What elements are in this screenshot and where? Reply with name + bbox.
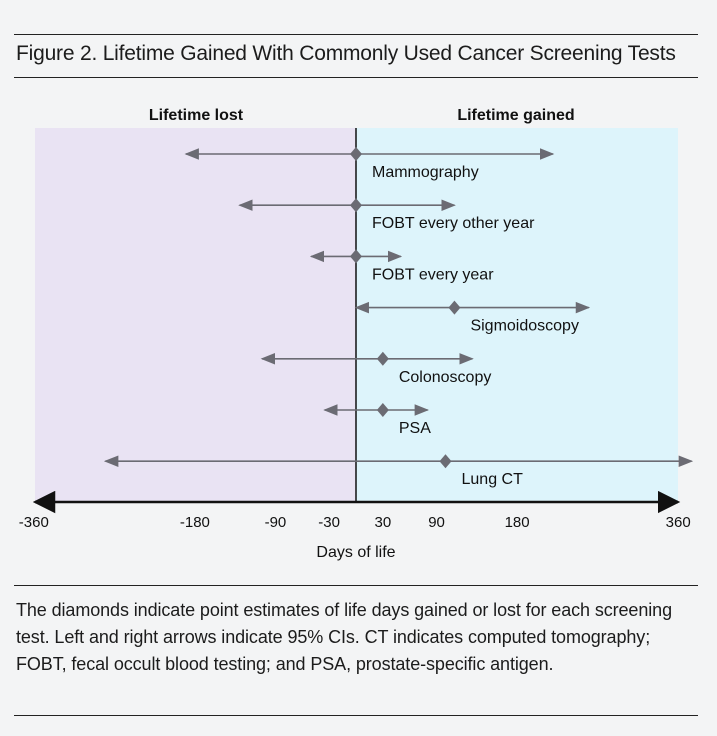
point-estimate-diamond bbox=[376, 351, 389, 366]
x-tick-label: -90 bbox=[265, 514, 287, 531]
point-estimate-diamond bbox=[448, 300, 461, 315]
figure-caption: The diamonds indicate point estimates of… bbox=[16, 600, 672, 674]
x-tick-label: 90 bbox=[428, 514, 445, 531]
point-estimate-diamond bbox=[376, 403, 389, 417]
test-row: FOBT every year bbox=[309, 249, 494, 283]
test-label: Sigmoidoscopy bbox=[470, 318, 579, 335]
test-row: Lung CT bbox=[103, 454, 694, 488]
point-estimate-diamond bbox=[350, 249, 362, 264]
test-label: FOBT every year bbox=[372, 266, 494, 283]
x-tick-label: 360 bbox=[666, 514, 691, 531]
test-row: Colonoscopy bbox=[260, 351, 492, 386]
test-row: FOBT every other year bbox=[238, 198, 535, 232]
test-row: Mammography bbox=[184, 147, 555, 181]
caption-rule bbox=[14, 585, 698, 586]
x-tick-label: -180 bbox=[180, 514, 210, 531]
point-estimate-diamond bbox=[350, 147, 362, 161]
x-tick-label: 180 bbox=[505, 514, 530, 531]
forest-plot: Lifetime lost Lifetime gained Mammograph… bbox=[19, 107, 694, 561]
test-label: Mammography bbox=[372, 164, 479, 181]
x-tick-label: -30 bbox=[318, 514, 340, 531]
test-rows: Mammography FOBT every other year FOBT eve… bbox=[103, 147, 694, 488]
x-axis-ticks: -360 -180 -90 -30 30 90 180 360 bbox=[19, 514, 691, 531]
test-label: Lung CT bbox=[462, 471, 524, 488]
test-row: PSA bbox=[323, 403, 431, 437]
test-label: PSA bbox=[399, 420, 431, 437]
lifetime-lost-label: Lifetime lost bbox=[149, 107, 244, 124]
figure-title: Figure 2. Lifetime Gained With Commonly … bbox=[16, 42, 676, 65]
test-label: FOBT every other year bbox=[372, 215, 535, 232]
lifetime-lost-region bbox=[35, 128, 356, 502]
lifetime-gained-label: Lifetime gained bbox=[457, 107, 574, 124]
lifetime-gained-region bbox=[356, 128, 678, 502]
x-axis-label: Days of life bbox=[316, 544, 395, 561]
point-estimate-diamond bbox=[439, 454, 452, 469]
point-estimate-diamond bbox=[350, 198, 362, 213]
x-tick-label: -360 bbox=[19, 514, 49, 531]
test-label: Colonoscopy bbox=[399, 369, 492, 386]
test-row: Sigmoidoscopy bbox=[354, 300, 591, 335]
bottom-rule bbox=[14, 715, 698, 716]
top-rule bbox=[14, 34, 698, 35]
x-tick-label: 30 bbox=[375, 514, 392, 531]
title-rule bbox=[14, 77, 698, 78]
